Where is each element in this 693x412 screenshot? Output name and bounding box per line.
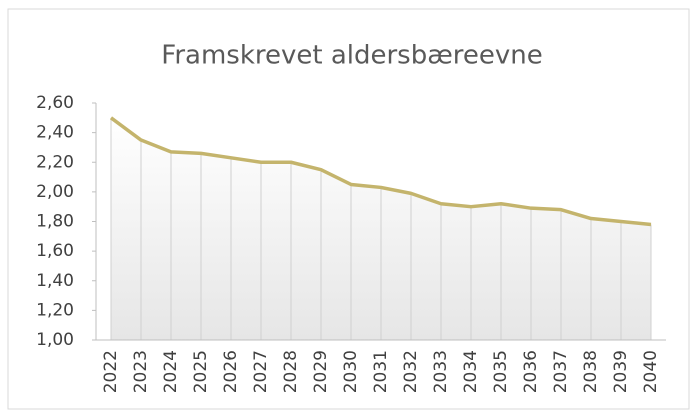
- x-tick-label: 2028: [281, 350, 301, 393]
- x-tick-label: 2024: [161, 350, 181, 393]
- series-line: [109, 116, 652, 227]
- y-tick-label: 2,60: [36, 93, 74, 113]
- x-tick-label: 2038: [581, 350, 601, 393]
- y-tick-label: 1,40: [36, 271, 74, 291]
- x-tick-label: 2036: [521, 350, 541, 393]
- x-tick-label: 2022: [101, 350, 121, 393]
- x-tick-label: 2040: [641, 350, 661, 393]
- x-tick-label: 2030: [341, 350, 361, 393]
- x-tick-label: 2025: [191, 350, 211, 393]
- y-tick-label: 1,80: [36, 212, 74, 232]
- y-tick-label: 1,60: [36, 241, 74, 261]
- y-tick-label: 2,00: [36, 182, 74, 202]
- x-tick-label: 2034: [461, 350, 481, 393]
- y-tick-label: 2,40: [36, 123, 74, 143]
- x-tick-label: 2031: [371, 350, 391, 393]
- x-tick-label: 2033: [431, 350, 451, 393]
- x-tick-label: 2027: [251, 350, 271, 393]
- x-tick-label: 2035: [491, 350, 511, 393]
- x-tick-label: 2023: [131, 350, 151, 393]
- x-tick-label: 2032: [401, 350, 421, 393]
- y-tick-label: 1,20: [36, 300, 74, 320]
- chart-title: Framskrevet aldersbæreevne: [161, 41, 542, 71]
- x-tick-label: 2037: [551, 350, 571, 393]
- y-tick-label: 2,20: [36, 152, 74, 172]
- x-tick-label: 2029: [311, 350, 331, 393]
- y-tick-label: 1,00: [36, 330, 74, 350]
- x-tick-label: 2026: [221, 350, 241, 393]
- x-tick-label: 2039: [611, 350, 631, 393]
